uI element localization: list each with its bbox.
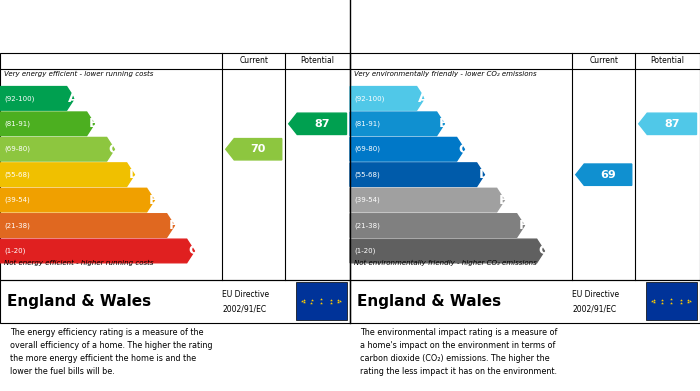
Text: England & Wales: England & Wales: [357, 294, 501, 308]
Text: (69-80): (69-80): [354, 146, 380, 152]
Text: Not energy efficient - higher running costs: Not energy efficient - higher running co…: [4, 260, 153, 266]
Text: Very energy efficient - lower running costs: Very energy efficient - lower running co…: [4, 71, 153, 77]
Polygon shape: [0, 239, 195, 263]
Polygon shape: [350, 214, 524, 237]
Text: Energy Efficiency Rating: Energy Efficiency Rating: [7, 20, 169, 33]
Polygon shape: [350, 163, 484, 187]
Text: Potential: Potential: [650, 56, 685, 65]
Text: A: A: [69, 92, 78, 105]
Polygon shape: [0, 214, 174, 237]
Text: EU Directive: EU Directive: [573, 290, 620, 299]
Text: Very environmentally friendly - lower CO₂ emissions: Very environmentally friendly - lower CO…: [354, 71, 536, 77]
Polygon shape: [350, 239, 545, 263]
Text: G: G: [188, 244, 199, 258]
Bar: [645, 282, 696, 320]
Text: E: E: [148, 194, 158, 206]
Text: (1-20): (1-20): [354, 248, 376, 254]
Polygon shape: [0, 112, 94, 136]
Polygon shape: [225, 138, 281, 160]
Text: C: C: [108, 143, 118, 156]
Text: B: B: [88, 117, 99, 130]
Text: G: G: [538, 244, 550, 258]
Polygon shape: [350, 138, 464, 161]
Bar: [295, 282, 346, 320]
Text: (92-100): (92-100): [4, 95, 34, 102]
Text: 69: 69: [600, 170, 616, 180]
Polygon shape: [350, 188, 505, 212]
Text: C: C: [458, 143, 468, 156]
Polygon shape: [0, 163, 134, 187]
Text: Not environmentally friendly - higher CO₂ emissions: Not environmentally friendly - higher CO…: [354, 260, 536, 266]
Text: D: D: [478, 168, 489, 181]
Text: Environmental Impact (CO₂) Rating: Environmental Impact (CO₂) Rating: [357, 20, 589, 33]
Text: Current: Current: [589, 56, 618, 65]
Polygon shape: [0, 188, 155, 212]
Text: (55-68): (55-68): [354, 171, 380, 178]
Text: (92-100): (92-100): [354, 95, 384, 102]
Text: (39-54): (39-54): [4, 197, 30, 203]
Text: The environmental impact rating is a measure of
a home's impact on the environme: The environmental impact rating is a mea…: [360, 328, 558, 376]
Text: B: B: [438, 117, 449, 130]
Text: A: A: [419, 92, 428, 105]
Polygon shape: [350, 86, 424, 110]
Text: 87: 87: [664, 119, 680, 129]
Text: (21-38): (21-38): [4, 222, 30, 229]
Text: Potential: Potential: [300, 56, 335, 65]
Text: EU Directive: EU Directive: [223, 290, 270, 299]
Text: Current: Current: [239, 56, 268, 65]
Polygon shape: [0, 86, 74, 110]
Text: D: D: [128, 168, 139, 181]
Polygon shape: [575, 164, 631, 185]
Text: 70: 70: [251, 144, 266, 154]
Text: 2002/91/EC: 2002/91/EC: [223, 304, 267, 313]
Polygon shape: [638, 113, 696, 135]
Text: (69-80): (69-80): [4, 146, 30, 152]
Polygon shape: [288, 113, 346, 135]
Polygon shape: [0, 138, 114, 161]
Text: England & Wales: England & Wales: [7, 294, 151, 308]
Text: 2002/91/EC: 2002/91/EC: [573, 304, 617, 313]
Text: (1-20): (1-20): [4, 248, 26, 254]
Text: The energy efficiency rating is a measure of the
overall efficiency of a home. T: The energy efficiency rating is a measur…: [10, 328, 213, 376]
Text: (39-54): (39-54): [354, 197, 380, 203]
Text: E: E: [498, 194, 508, 206]
Text: (55-68): (55-68): [4, 171, 30, 178]
Text: (21-38): (21-38): [354, 222, 380, 229]
Text: F: F: [169, 219, 178, 232]
Text: 87: 87: [314, 119, 330, 129]
Polygon shape: [350, 112, 444, 136]
Text: (81-91): (81-91): [354, 120, 380, 127]
Text: (81-91): (81-91): [4, 120, 30, 127]
Text: F: F: [519, 219, 528, 232]
